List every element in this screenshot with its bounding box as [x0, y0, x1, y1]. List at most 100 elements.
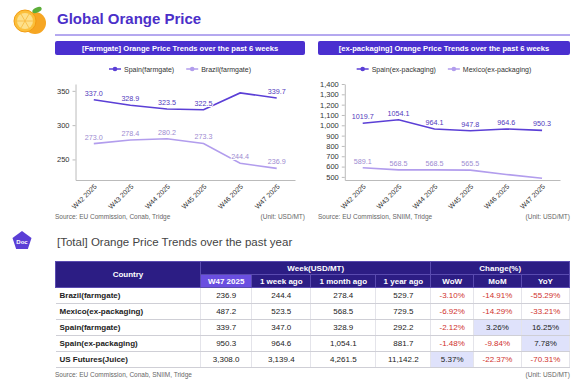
table-footer: Source: EU Commission, Conab, SNIIM, Tri…	[55, 371, 570, 378]
table-cell: 950.3	[201, 336, 252, 352]
data-label: 947.8	[461, 120, 479, 129]
legend-label: Brazil(farmgate)	[201, 66, 251, 74]
tick-label: W46 2025	[217, 183, 245, 211]
series-line	[94, 93, 277, 110]
data-label: 236.9	[268, 157, 286, 166]
tick-label: 300	[57, 121, 70, 130]
orange-segment	[21, 14, 25, 21]
tick-mark	[342, 177, 345, 178]
legend-label: Mexico(ex-packaging)	[463, 66, 531, 74]
tick: 300	[57, 121, 76, 130]
tick-mark	[342, 156, 345, 157]
header-cell: MoM	[473, 275, 521, 288]
unit-note: (Unit: USD/MT)	[526, 371, 570, 378]
orange-icon	[14, 6, 46, 34]
tick: W47 2025	[519, 183, 547, 211]
table-cell: 729.5	[376, 304, 431, 320]
orange-flesh	[17, 13, 33, 29]
chart-panel: [ex-packaging] Orange Price Trends over …	[318, 41, 570, 221]
header-cell: 1 week ago	[252, 275, 311, 288]
legend-dot	[190, 67, 195, 72]
tick: W46 2025	[483, 183, 511, 211]
tick-label: 1,000	[320, 121, 339, 130]
orange-segment	[25, 14, 29, 21]
data-label: 322.5	[195, 99, 213, 108]
tick: W47 2025	[253, 183, 281, 211]
tick-mark	[342, 105, 345, 106]
data-label: 280.2	[158, 128, 176, 137]
table-cell: -22.37%	[473, 352, 521, 368]
tick: W44 2025	[411, 183, 439, 211]
data-label: 589.1	[354, 157, 372, 166]
unit-note: (Unit: USD/MT)	[261, 213, 305, 221]
header-cell: W47 2025	[201, 275, 252, 288]
axis-line	[76, 85, 77, 181]
data-label: 568.5	[390, 159, 408, 168]
x-axis: W42 2025W43 2025W44 2025W45 2025W46 2025…	[339, 181, 560, 211]
tick: W46 2025	[217, 183, 245, 211]
source-note: Source: EU Commission, SNIIM, Tridge	[318, 213, 433, 221]
tick: W44 2025	[144, 183, 172, 211]
tick-label: W44 2025	[144, 183, 172, 211]
tick-mark	[342, 167, 345, 168]
tick-label: 1,300	[320, 90, 339, 99]
axis-line	[345, 180, 560, 181]
table-row: Mexico(ex-packaging)487.2523.5568.5729.5…	[56, 304, 570, 320]
tick: 900	[326, 132, 345, 141]
legend-label: Spain(ex-packaging)	[372, 66, 436, 74]
legend-dot	[113, 67, 118, 72]
source-note: Source: EU Commission, Conab, SNIIM, Tri…	[55, 371, 192, 378]
table-cell: 487.2	[201, 304, 252, 320]
row-label: Mexico(ex-packaging)	[56, 304, 201, 320]
tick: 350	[57, 87, 76, 96]
axis-line	[345, 85, 346, 181]
table-row: Spain(ex-packaging)950.3964.61,054.1881.…	[56, 336, 570, 352]
tick: 1,300	[320, 90, 345, 99]
header-cell: 1 year ago	[376, 275, 431, 288]
series-line	[94, 139, 277, 169]
data-label: 964.6	[497, 118, 515, 127]
tick-label: 800	[326, 142, 339, 151]
table-cell: 5.37%	[431, 352, 474, 368]
table-cell: -9.84%	[473, 336, 521, 352]
row-label: US Futures(Juice)	[56, 352, 201, 368]
row-label: Brazil(farmgate)	[56, 288, 201, 304]
table-cell: 881.7	[376, 336, 431, 352]
table-cell: 964.6	[252, 336, 311, 352]
legend-item: Spain(farmgate)	[109, 66, 174, 74]
table-cell: -1.48%	[431, 336, 474, 352]
data-label: 964.1	[425, 118, 443, 127]
table-cell: 236.9	[201, 288, 252, 304]
data-label: 568.5	[425, 159, 443, 168]
table-cell: -6.92%	[431, 304, 474, 320]
header-cell: WoW	[431, 275, 474, 288]
table-cell: -3.10%	[431, 288, 474, 304]
legend: Spain(ex-packaging) Mexico(ex-packaging)	[357, 66, 532, 74]
tick-label: 1,400	[320, 80, 339, 89]
legend-item: Spain(ex-packaging)	[357, 66, 436, 74]
orange-segment	[25, 21, 33, 22]
table-cell: 1,054.1	[311, 336, 376, 352]
data-label: 339.7	[268, 87, 286, 96]
chart-title: [ex-packaging] Orange Price Trends over …	[339, 44, 550, 53]
table-cell: 7.78%	[521, 336, 569, 352]
plot-marks	[363, 120, 542, 179]
row-label: Spain(ex-packaging)	[56, 336, 201, 352]
doc-badge-label: Doc	[16, 239, 28, 245]
tick: W43 2025	[107, 183, 135, 211]
table-box: CountryWeek(USD/MT)Change(%)W47 20251 we…	[55, 261, 570, 378]
tick: 600	[326, 162, 345, 171]
data-label: 273.0	[85, 133, 103, 142]
tick-label: 700	[326, 152, 339, 161]
tick: 800	[326, 142, 345, 151]
header-cell: Week(USD/MT)	[201, 262, 431, 275]
tick-label: 1,100	[320, 111, 339, 120]
table-cell: 3.26%	[473, 320, 521, 336]
table-cell: 328.9	[311, 320, 376, 336]
tick: W45 2025	[447, 183, 475, 211]
tick: W45 2025	[180, 183, 208, 211]
tick: 1,100	[320, 111, 345, 120]
data-label: 273.3	[195, 132, 213, 141]
tick: 700	[326, 152, 345, 161]
tick: 1,000	[320, 121, 345, 130]
